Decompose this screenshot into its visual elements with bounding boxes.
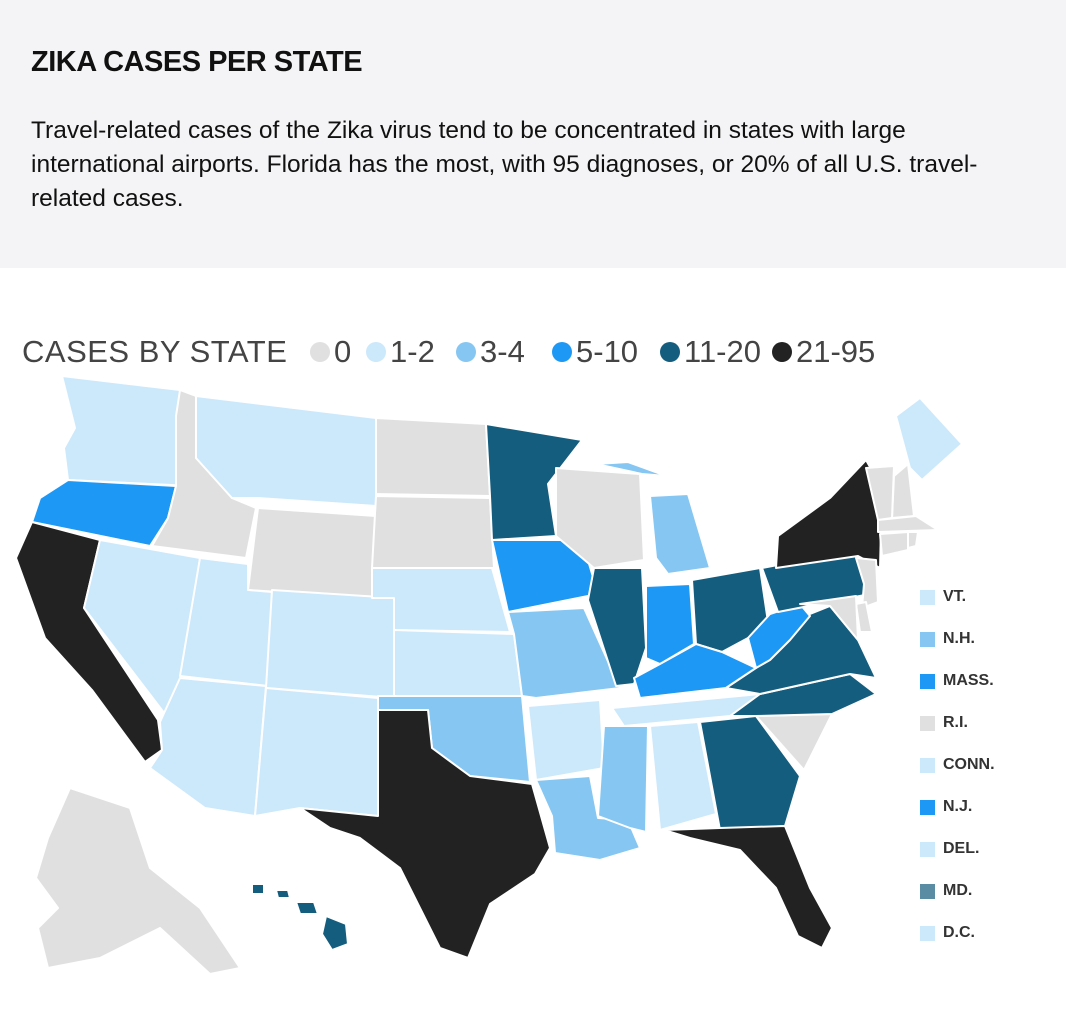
legend-item-1-2: 1-2 — [366, 334, 435, 370]
small-state-swatch — [920, 589, 935, 605]
small-state-swatch — [920, 925, 935, 941]
state-wa[interactable] — [61, 375, 194, 487]
page-title: ZIKA CASES PER STATE — [31, 46, 363, 78]
map-panel: CASES BY STATE 0 1-2 3-4 5-10 11-20 21-9… — [0, 268, 1066, 1018]
page-description: Travel-related cases of the Zika virus t… — [31, 117, 978, 212]
legend-label: 3-4 — [480, 334, 525, 369]
legend-title: CASES BY STATE — [22, 334, 288, 369]
state-sd[interactable] — [371, 495, 495, 569]
legend-label: 11-20 — [684, 334, 761, 369]
small-state-label: DEL. — [943, 840, 980, 857]
small-state-conn: CONN. — [920, 756, 995, 774]
legend-swatch-dot — [660, 342, 680, 362]
state-wi[interactable] — [555, 467, 645, 569]
small-state-ri: R.I. — [920, 714, 968, 732]
state-wv[interactable] — [747, 603, 811, 669]
small-state-swatch — [920, 631, 935, 647]
small-state-label: MD. — [943, 882, 973, 899]
small-state-label: R.I. — [943, 714, 968, 731]
state-nd[interactable] — [375, 417, 491, 497]
small-state-swatch — [920, 757, 935, 773]
state-me[interactable] — [895, 397, 963, 481]
state-ct[interactable] — [879, 531, 909, 557]
legend-swatch-dot — [772, 342, 792, 362]
small-state-label: CONN. — [943, 756, 995, 773]
small-state-md: MD. — [920, 882, 972, 900]
legend-item-3-4: 3-4 — [456, 334, 525, 370]
state-al[interactable] — [649, 721, 717, 831]
small-state-swatch — [920, 715, 935, 731]
state-wy[interactable] — [247, 507, 377, 599]
legend-swatch-dot — [456, 342, 476, 362]
legend-label: 21-95 — [796, 334, 876, 369]
state-fl[interactable] — [663, 825, 833, 949]
state-la[interactable] — [535, 775, 641, 861]
state-nm[interactable] — [254, 687, 379, 817]
legend-item-5-10: 5-10 — [552, 334, 638, 370]
state-ky[interactable] — [633, 643, 757, 699]
state-tx[interactable] — [299, 709, 551, 959]
state-ma[interactable] — [877, 515, 939, 533]
small-state-label: N.H. — [943, 630, 975, 647]
legend-item-21-95: 21-95 — [772, 334, 875, 370]
state-hi-maui[interactable] — [295, 901, 319, 915]
legend-label: 5-10 — [576, 334, 639, 369]
state-mi-up[interactable] — [595, 461, 691, 479]
legend-swatch-dot — [366, 342, 386, 362]
small-state-label: MASS. — [943, 672, 994, 689]
state-ks[interactable] — [393, 629, 523, 697]
small-state-label: VT. — [943, 588, 967, 605]
state-co[interactable] — [265, 589, 397, 699]
legend-item-0: 0 — [310, 334, 351, 370]
small-state-label: D.C. — [943, 924, 975, 941]
small-state-mass: MASS. — [920, 672, 994, 690]
state-de[interactable] — [855, 601, 873, 633]
legend-label: 0 — [334, 334, 352, 369]
legend-item-11-20: 11-20 — [660, 334, 761, 370]
state-mi[interactable] — [649, 493, 711, 575]
small-state-nh: N.H. — [920, 630, 975, 648]
small-state-swatch — [920, 841, 935, 857]
small-state-vt: VT. — [920, 588, 966, 606]
state-hi-oahu[interactable] — [275, 889, 291, 899]
state-nh[interactable] — [891, 463, 915, 519]
state-ri[interactable] — [907, 531, 919, 549]
legend-swatch-dot — [552, 342, 572, 362]
legend-swatch-dot — [310, 342, 330, 362]
small-state-label: N.J. — [943, 798, 973, 815]
state-mo[interactable] — [507, 607, 621, 699]
state-ar[interactable] — [527, 699, 605, 781]
header-panel: ZIKA CASES PER STATE Travel-related case… — [0, 0, 1066, 268]
state-ny[interactable] — [775, 459, 883, 569]
state-hi-kauai[interactable] — [251, 883, 265, 895]
small-state-swatch — [920, 673, 935, 689]
state-nj[interactable] — [855, 557, 879, 609]
us-choropleth-map — [15, 375, 963, 975]
state-ak[interactable] — [35, 787, 241, 975]
legend-label: 1-2 — [390, 334, 435, 369]
state-md[interactable] — [799, 595, 859, 641]
small-state-del: DEL. — [920, 840, 979, 858]
small-state-nj: N.J. — [920, 798, 972, 816]
state-il[interactable] — [587, 567, 647, 687]
small-state-swatch — [920, 799, 935, 815]
state-ms[interactable] — [597, 725, 649, 833]
small-state-swatch — [920, 883, 935, 899]
state-hi-big[interactable] — [321, 915, 349, 951]
small-state-dc: D.C. — [920, 924, 975, 942]
